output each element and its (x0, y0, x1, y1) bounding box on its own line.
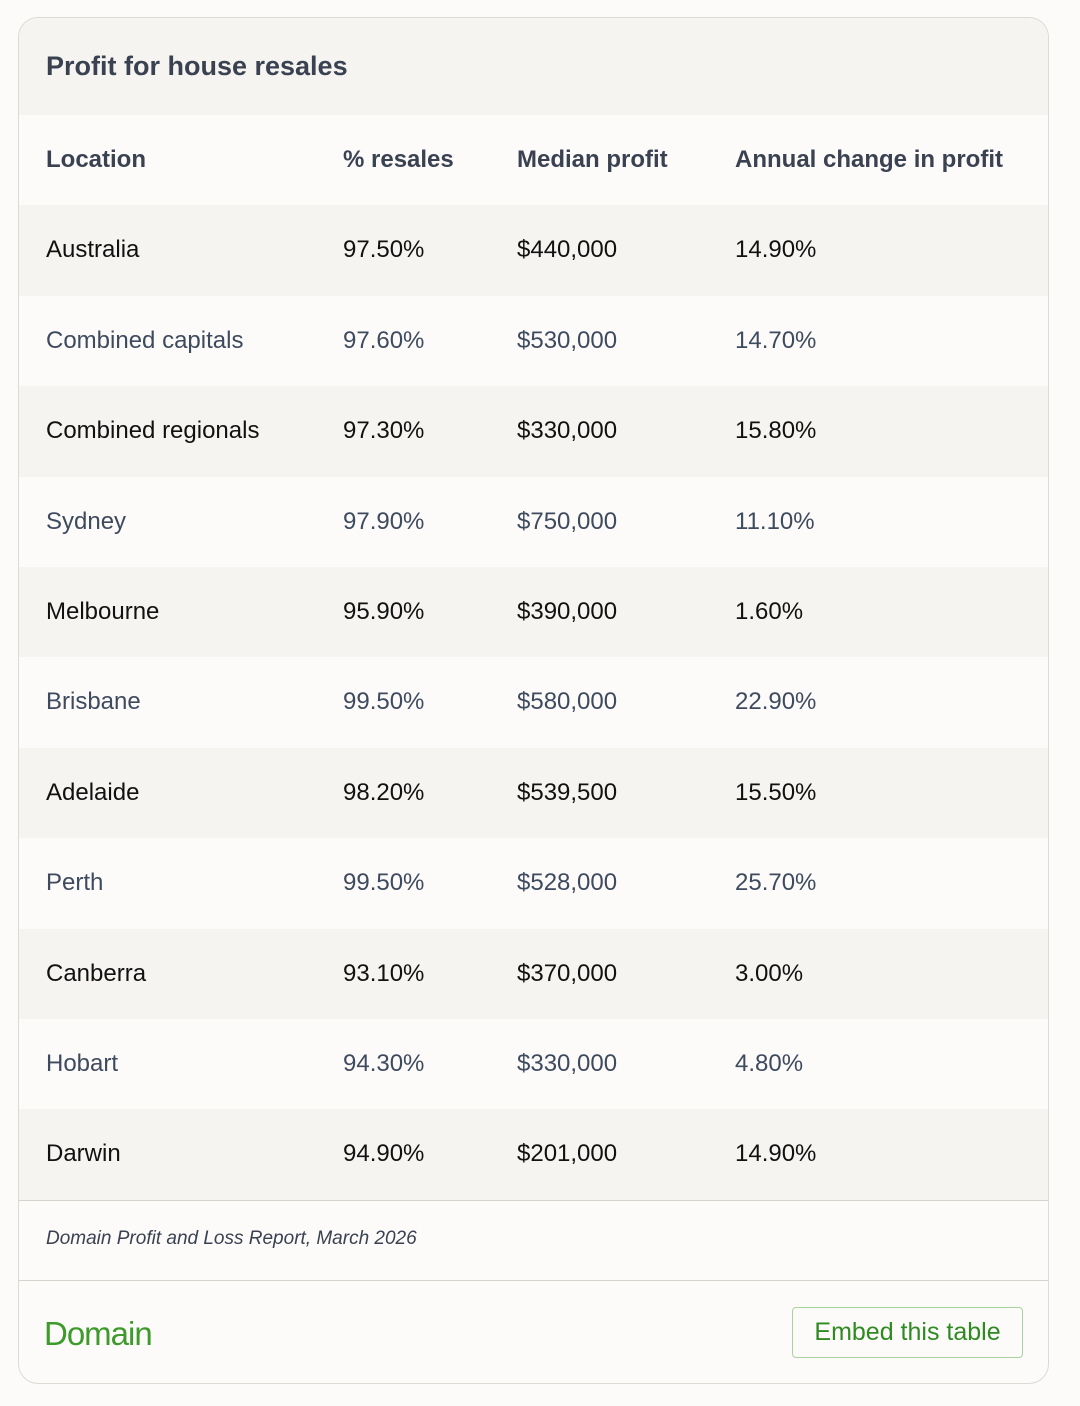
table-cell: $370,000 (517, 959, 618, 987)
table-cell: Combined capitals (46, 326, 244, 354)
table-cell: $528,000 (517, 869, 618, 897)
table-row: Melbourne 95.90% $390,000 1.60% (19, 566, 1048, 658)
table-row: Combined regionals 97.30% $330,000 15.80% (19, 386, 1048, 477)
table-cell: $330,000 (517, 1049, 618, 1077)
table-cell: Perth (46, 869, 104, 897)
table-cell: 11.10% (735, 507, 815, 535)
table-cell: $539,500 (517, 778, 618, 806)
source-note: Domain Profit and Loss Report, March 202… (46, 1227, 417, 1249)
table-cell: 14.90% (735, 236, 817, 264)
table-cell: $201,000 (517, 1140, 618, 1168)
table-cell: 14.70% (735, 326, 817, 354)
table-cell: 1.60% (735, 597, 804, 625)
table-cell: 95.90% (343, 597, 425, 625)
table-cell: Annual change in profit (735, 146, 1003, 173)
table-cell: Location (46, 146, 146, 173)
header-row: Location % resales Median profit Annual cha… (19, 115, 1048, 205)
table-cell: Adelaide (46, 778, 140, 806)
table-cell: 98.20% (343, 778, 425, 806)
table-cell: Melbourne (46, 597, 160, 625)
table-title: Profit for house resales (46, 51, 348, 81)
table-row: Adelaide 98.20% $539,500 15.50% (19, 747, 1048, 839)
table-cell: Brisbane (46, 688, 141, 716)
table-cell: $440,000 (517, 236, 618, 264)
table-cell: 15.80% (735, 417, 817, 445)
table-cell: Sydney (46, 507, 127, 535)
table-row: Combined capitals 97.60% $530,000 14.70% (19, 296, 1048, 386)
table-cell: Hobart (46, 1049, 119, 1077)
table-cell: 15.50% (735, 778, 817, 806)
table-row: Brisbane 99.50% $580,000 22.90% (19, 657, 1048, 747)
table-cell: 94.90% (343, 1140, 425, 1168)
table-cell: 99.50% (343, 688, 425, 716)
table-cell: $390,000 (517, 597, 618, 625)
table-row: Perth 99.50% $528,000 25.70% (19, 838, 1048, 928)
table-cell: 4.80% (735, 1049, 804, 1077)
card-header: Profit for house resales (19, 18, 1048, 115)
table-cell: $580,000 (517, 688, 618, 716)
table-cell: $330,000 (517, 417, 618, 445)
source-section: Domain Profit and Loss Report, March 202… (19, 1199, 1048, 1280)
logo[interactable]: Domain (44, 1314, 153, 1352)
table-cell: $750,000 (517, 507, 618, 535)
table-cell: 14.90% (735, 1140, 817, 1168)
table-cell: Combined regionals (46, 417, 260, 445)
table-cell: Median profit (517, 146, 668, 173)
table-cell: % resales (343, 146, 454, 173)
table-row: Sydney 97.90% $750,000 11.10% (19, 477, 1048, 567)
table-cell: 97.90% (343, 507, 425, 535)
table-row: Darwin 94.90% $201,000 14.90% (19, 1109, 1048, 1200)
table-cell: 94.30% (343, 1049, 425, 1077)
table-row: Canberra 93.10% $370,000 3.00% (19, 928, 1048, 1019)
table-cell: 25.70% (735, 869, 817, 897)
table-cell: $530,000 (517, 326, 618, 354)
table-card: Profit for house resales Location % resal… (18, 17, 1049, 1384)
table-cell: 99.50% (343, 869, 425, 897)
card-footer: Domain Embed this table (19, 1279, 1048, 1383)
table-cell: 97.60% (343, 326, 425, 354)
table: Location % resales Median profit Annual cha… (19, 115, 1048, 1200)
table-cell: 22.90% (735, 688, 817, 716)
table-cell: 97.50% (343, 236, 425, 264)
table-cell: 93.10% (343, 959, 425, 987)
table-cell: Darwin (46, 1140, 121, 1168)
table-cell: Canberra (46, 959, 147, 987)
table-row: Australia 97.50% $440,000 14.90% (19, 205, 1048, 296)
embed-button[interactable]: Embed this table (792, 1306, 1023, 1358)
table-cell: 97.30% (343, 417, 425, 445)
table-cell: 3.00% (735, 959, 804, 987)
table-row: Hobart 94.30% $330,000 4.80% (19, 1019, 1048, 1109)
table-cell: Australia (46, 236, 140, 264)
